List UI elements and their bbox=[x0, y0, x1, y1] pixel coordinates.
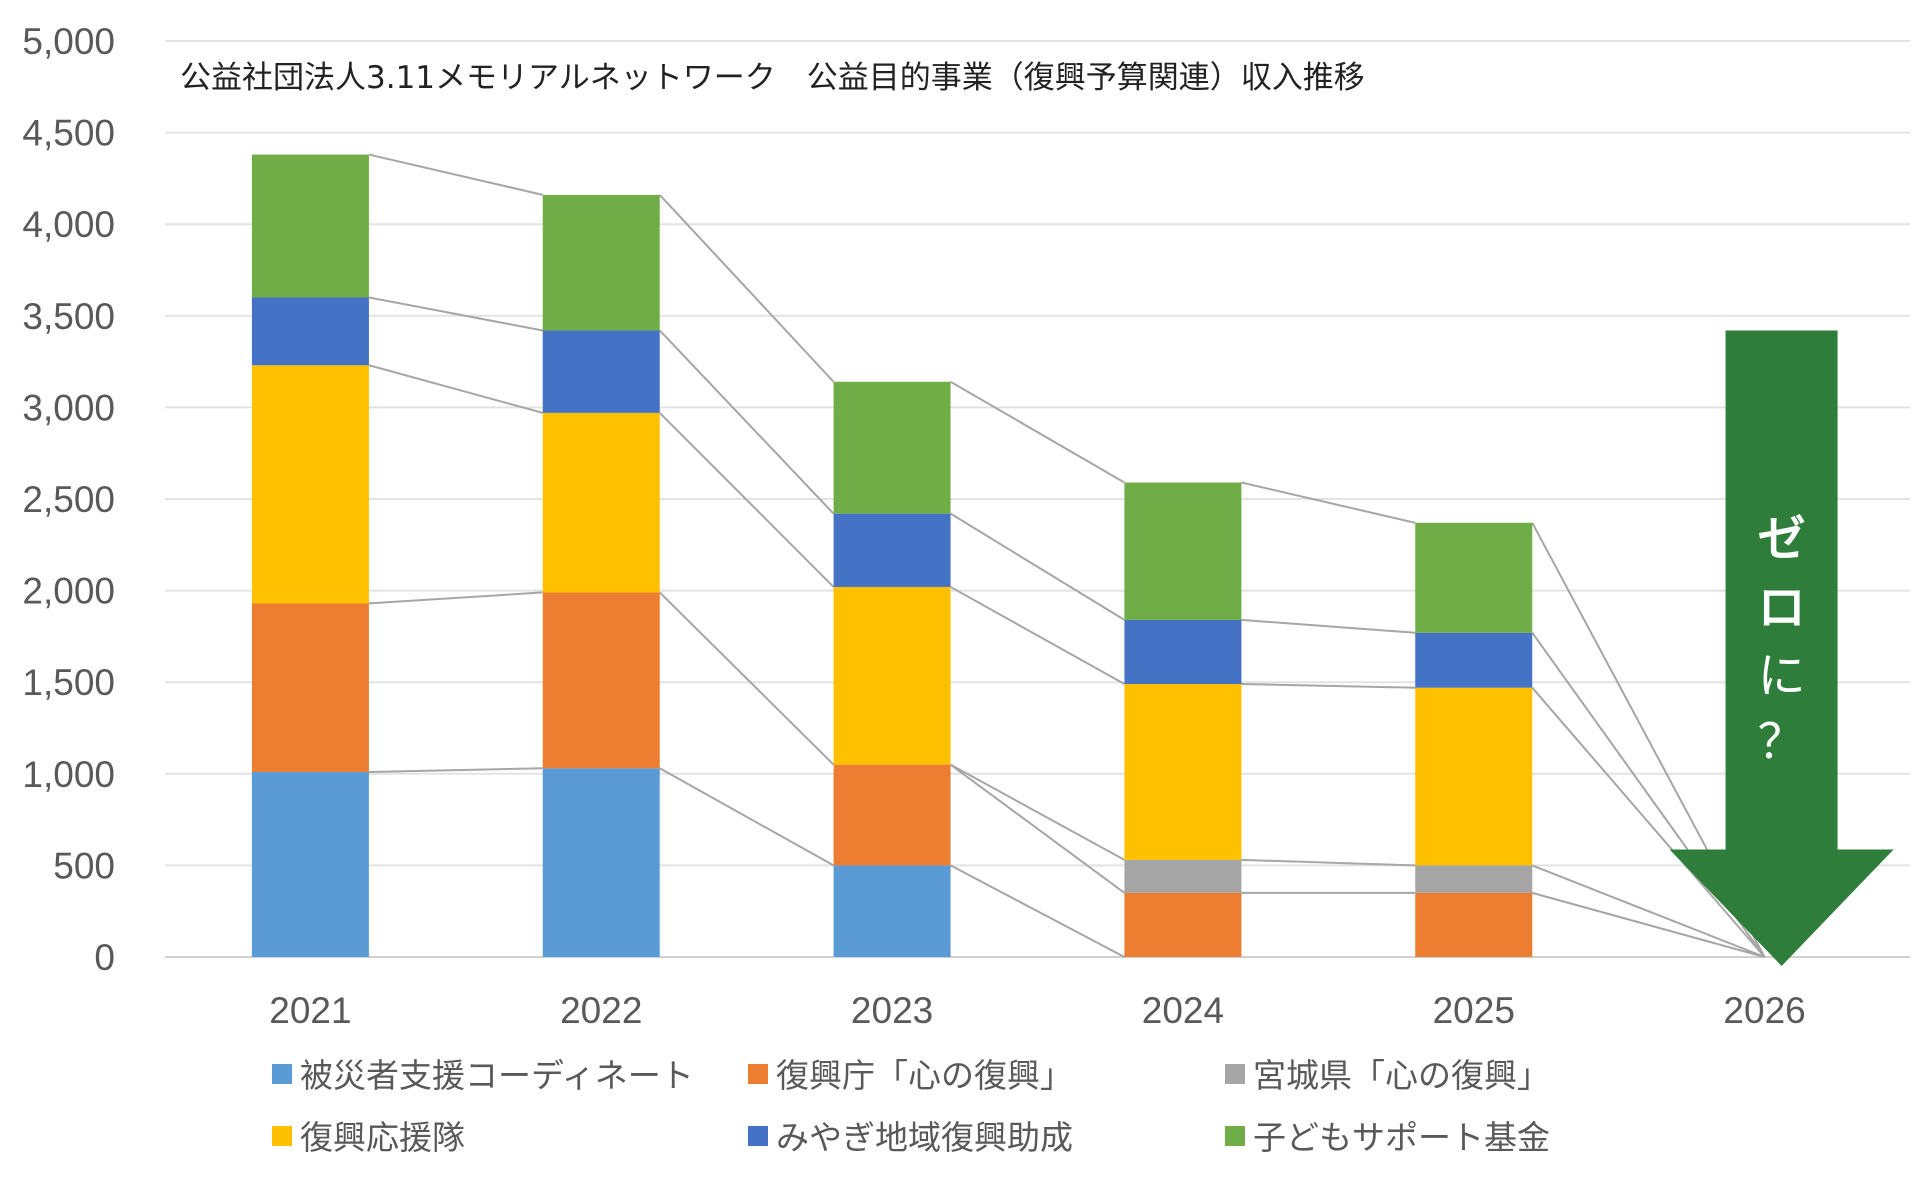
x-tick-label: 2023 bbox=[851, 990, 933, 1031]
legend-item: 被災者支援コーディネート bbox=[272, 1056, 694, 1095]
legend-item: 宮城県「心の復興」 bbox=[1225, 1056, 1550, 1095]
series-connector-line bbox=[368, 153, 543, 196]
bar-segment bbox=[1415, 632, 1533, 688]
bar-segment bbox=[251, 154, 369, 298]
legend-swatch bbox=[272, 1126, 292, 1146]
bar-segment bbox=[251, 603, 369, 772]
bar-segment bbox=[251, 771, 369, 957]
series-connector-line bbox=[659, 591, 835, 766]
y-tick-label: 0 bbox=[94, 937, 115, 978]
y-tick-label: 4,500 bbox=[22, 113, 115, 154]
bar-segment bbox=[542, 412, 660, 593]
y-tick-label: 2,500 bbox=[22, 479, 115, 520]
y-tick-label: 500 bbox=[53, 845, 115, 886]
legend-swatch bbox=[272, 1064, 292, 1084]
series-connector-line bbox=[1531, 687, 1766, 958]
annotation-text: に bbox=[1758, 648, 1806, 704]
bar-segment bbox=[1415, 687, 1533, 866]
bar-segment bbox=[1415, 892, 1533, 957]
grid bbox=[165, 40, 1910, 958]
series-connector-line bbox=[1241, 683, 1416, 689]
connector-lines bbox=[368, 153, 1766, 958]
series-connector-line bbox=[950, 864, 1125, 958]
x-tick-label: 2026 bbox=[1723, 990, 1805, 1031]
bar-segment bbox=[1415, 522, 1533, 633]
bar-segment bbox=[542, 768, 660, 957]
y-tick-label: 3,000 bbox=[22, 387, 115, 428]
bar-segment bbox=[833, 586, 951, 765]
bar-segment bbox=[833, 381, 951, 514]
legend-item: 復興応援隊 bbox=[272, 1118, 465, 1157]
x-tick-label: 2024 bbox=[1142, 990, 1224, 1031]
legend-label: 被災者支援コーディネート bbox=[300, 1056, 694, 1095]
x-tick-label: 2021 bbox=[269, 990, 351, 1031]
series-connector-line bbox=[659, 329, 835, 515]
annotation-text: ゼ bbox=[1758, 511, 1806, 567]
y-tick-label: 1,000 bbox=[22, 754, 115, 795]
series-connector-line bbox=[1241, 858, 1416, 867]
y-tick-label: 5,000 bbox=[22, 21, 115, 62]
series-connector-line bbox=[950, 586, 1125, 685]
series-connector-line bbox=[950, 512, 1125, 621]
bars bbox=[251, 154, 1533, 957]
bar-segment bbox=[1124, 684, 1242, 860]
y-tick-label: 4,000 bbox=[22, 204, 115, 245]
legend-swatch bbox=[1225, 1126, 1245, 1146]
bar-segment bbox=[1124, 619, 1242, 685]
bar-segment bbox=[251, 365, 369, 604]
x-tick-label: 2025 bbox=[1433, 990, 1515, 1031]
legend-label: 子どもサポート基金 bbox=[1253, 1118, 1550, 1157]
x-axis: 2021 2022 2023 2024 2025 2026 bbox=[269, 990, 1805, 1031]
bar-segment bbox=[833, 764, 951, 866]
y-tick-label: 1,500 bbox=[22, 662, 115, 703]
legend-swatch bbox=[1225, 1064, 1245, 1084]
bar-segment bbox=[542, 194, 660, 331]
legend: 被災者支援コーディネート 復興庁「心の復興」 宮城県「心の復興」復興応援隊 みやぎ地域… bbox=[272, 1056, 1550, 1157]
y-tick-label: 2,000 bbox=[22, 571, 115, 612]
series-connector-line bbox=[1531, 864, 1765, 958]
annotation-text: ？ bbox=[1758, 714, 1806, 770]
bar-segment bbox=[542, 330, 660, 413]
legend-label: みやぎ地域復興助成 bbox=[776, 1118, 1073, 1157]
chart-title: 公益社団法人3.11メモリアルネットワーク 公益目的事業（復興予算関連）収入推移 bbox=[180, 60, 1365, 96]
series-connector-line bbox=[1531, 891, 1765, 958]
series-connector-line bbox=[659, 767, 835, 867]
bar-segment bbox=[833, 865, 951, 957]
legend-label: 宮城県「心の復興」 bbox=[1253, 1056, 1550, 1095]
legend-label: 復興庁「心の復興」 bbox=[776, 1056, 1073, 1095]
bar-segment bbox=[1124, 892, 1242, 957]
bar-segment bbox=[251, 297, 369, 366]
y-tick-label: 3,500 bbox=[22, 296, 115, 337]
down-arrow-icon bbox=[1669, 330, 1894, 966]
series-connector-line bbox=[368, 296, 543, 332]
x-tick-label: 2022 bbox=[560, 990, 642, 1031]
y-axis: 0 500 1,000 1,500 2,000 2,500 3,000 3,500 4,000 4… bbox=[22, 21, 115, 978]
bar-segment bbox=[1415, 865, 1533, 893]
annotation-text: ロ bbox=[1758, 580, 1806, 636]
series-connector-line bbox=[368, 767, 543, 773]
series-connector-line bbox=[659, 412, 835, 588]
series-connector-line bbox=[950, 380, 1125, 484]
legend-label: 復興応援隊 bbox=[300, 1118, 465, 1157]
series-connector-line bbox=[1241, 618, 1416, 634]
bar-segment bbox=[833, 513, 951, 587]
legend-item: 子どもサポート基金 bbox=[1225, 1118, 1550, 1157]
series-connector-line bbox=[368, 364, 544, 414]
series-connector-line bbox=[659, 194, 835, 383]
annotation-arrow: ゼロに ？ bbox=[1669, 330, 1894, 966]
bar-segment bbox=[1124, 859, 1242, 893]
series-connector-line bbox=[368, 591, 543, 605]
bar-segment bbox=[542, 592, 660, 769]
legend-swatch bbox=[748, 1126, 768, 1146]
legend-item: みやぎ地域復興助成 bbox=[748, 1118, 1073, 1157]
series-connector-line bbox=[1241, 481, 1416, 524]
series-connector-line bbox=[949, 763, 1126, 894]
legend-swatch bbox=[748, 1064, 768, 1084]
legend-item: 復興庁「心の復興」 bbox=[748, 1056, 1073, 1095]
series-connector-line bbox=[950, 763, 1125, 861]
bar-segment bbox=[1124, 482, 1242, 620]
